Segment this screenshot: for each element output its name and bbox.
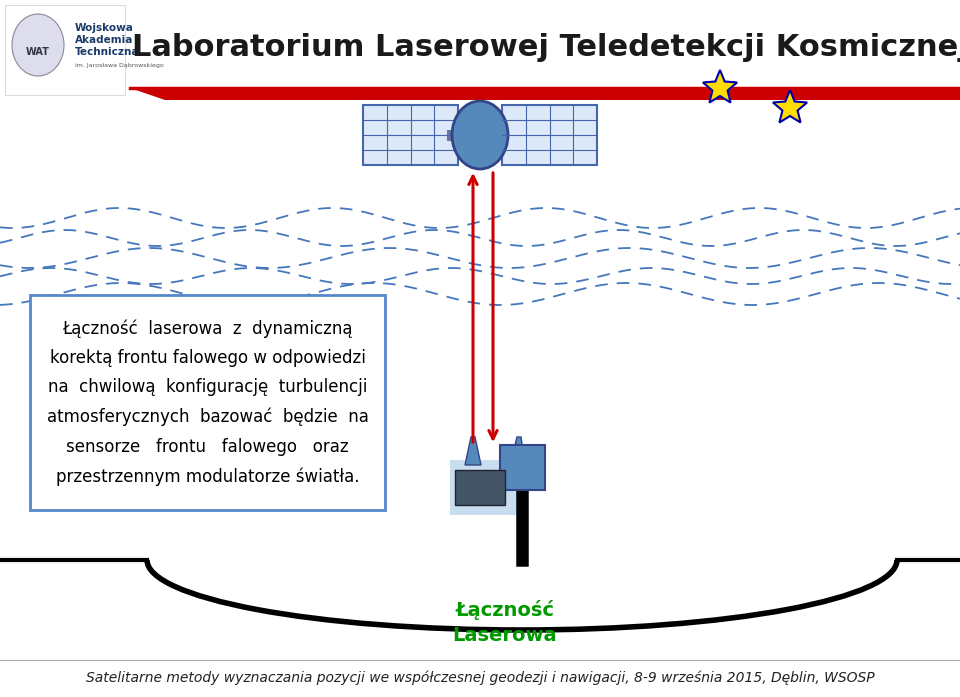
Text: Laboratorium Laserowej Teledetekcji Kosmicznej: Laboratorium Laserowej Teledetekcji Kosm…	[132, 33, 960, 63]
Text: Łączność
Laserowa: Łączność Laserowa	[453, 600, 558, 645]
Bar	[450, 460, 520, 515]
Polygon shape	[465, 437, 481, 465]
Bar	[500, 445, 545, 490]
Text: Wojskowa: Wojskowa	[75, 23, 133, 33]
Bar	[502, 105, 597, 165]
Ellipse shape	[452, 101, 508, 169]
Bar	[0, 0, 960, 100]
Text: Łączność  laserowa  z  dynamiczną
korektą frontu falowego w odpowiedzi
na  chwil: Łączność laserowa z dynamiczną korektą f…	[47, 319, 369, 486]
Polygon shape	[703, 70, 737, 102]
Bar	[363, 105, 458, 165]
Ellipse shape	[12, 14, 64, 76]
Polygon shape	[773, 90, 807, 123]
Bar	[455, 470, 505, 505]
Polygon shape	[130, 88, 960, 100]
Text: Satelitarne metody wyznaczania pozycji we współczesnej geodezji i nawigacji, 8-9: Satelitarne metody wyznaczania pozycji w…	[85, 671, 875, 685]
Text: Akademia: Akademia	[75, 35, 133, 45]
Bar	[30, 295, 385, 510]
Text: WAT: WAT	[26, 47, 50, 57]
Bar	[5, 5, 125, 95]
Text: im. Jarosława Dąbrowskiego: im. Jarosława Dąbrowskiego	[75, 63, 164, 68]
Text: Techniczna: Techniczna	[75, 47, 139, 57]
Polygon shape	[510, 437, 525, 465]
